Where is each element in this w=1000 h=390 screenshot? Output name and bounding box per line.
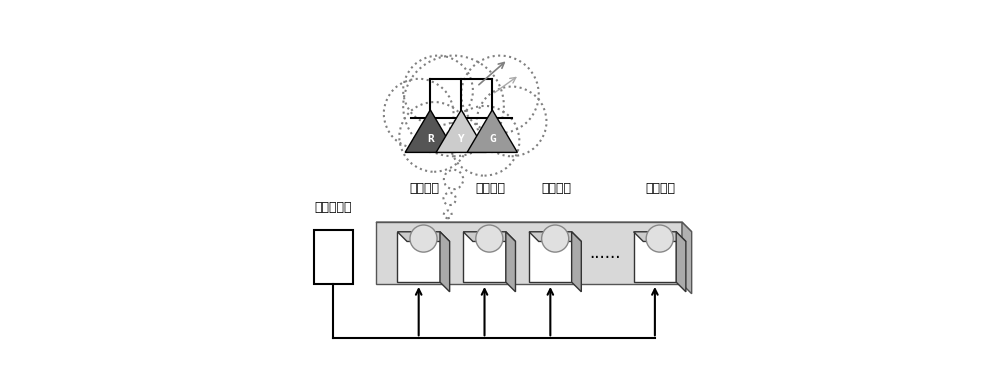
Circle shape <box>477 87 546 156</box>
Polygon shape <box>436 110 486 152</box>
Circle shape <box>461 56 539 133</box>
Polygon shape <box>467 110 517 152</box>
Polygon shape <box>682 222 692 294</box>
Circle shape <box>542 225 569 252</box>
Text: 三色灯珠: 三色灯珠 <box>646 182 676 195</box>
Polygon shape <box>676 232 686 292</box>
Circle shape <box>444 211 452 218</box>
Circle shape <box>450 106 519 176</box>
Text: 灯带控制器: 灯带控制器 <box>315 201 352 215</box>
Bar <box>314 230 353 284</box>
Polygon shape <box>397 232 450 241</box>
Circle shape <box>476 225 503 252</box>
Circle shape <box>403 56 473 125</box>
Bar <box>529 232 572 282</box>
Text: 三色灯珠: 三色灯珠 <box>475 182 505 195</box>
Bar <box>397 232 440 282</box>
Text: 三色灯珠: 三色灯珠 <box>541 182 571 195</box>
Circle shape <box>403 56 504 156</box>
Circle shape <box>444 170 463 189</box>
Circle shape <box>399 102 469 172</box>
Polygon shape <box>506 232 515 292</box>
Polygon shape <box>405 110 455 152</box>
Text: G: G <box>489 134 496 144</box>
Polygon shape <box>376 222 682 284</box>
Text: Y: Y <box>458 134 465 144</box>
Polygon shape <box>572 232 581 292</box>
Polygon shape <box>529 232 581 241</box>
Circle shape <box>410 225 437 252</box>
Polygon shape <box>634 232 686 241</box>
Polygon shape <box>376 222 692 232</box>
Text: 三色灯珠: 三色灯珠 <box>409 182 439 195</box>
Polygon shape <box>463 232 515 241</box>
Bar <box>634 232 676 282</box>
Circle shape <box>384 79 454 149</box>
Bar <box>463 232 506 282</box>
Circle shape <box>443 193 456 205</box>
Text: ......: ...... <box>589 244 620 262</box>
Polygon shape <box>440 232 450 292</box>
Circle shape <box>646 225 673 252</box>
Text: R: R <box>427 134 434 144</box>
